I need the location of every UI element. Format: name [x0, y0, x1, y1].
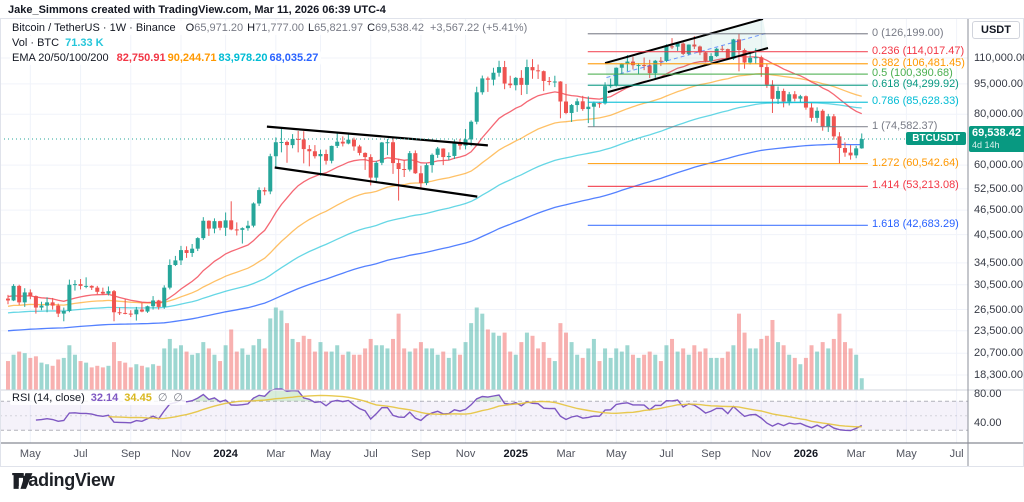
ohlc-letter: L	[308, 22, 315, 34]
last-price-tag: 69,538.42 4d 14h	[969, 126, 1024, 153]
trendline	[266, 125, 488, 147]
empty-set-icon[interactable]: ∅	[173, 392, 183, 404]
fib-label-1.272: 1.272 (60,542.64)	[872, 156, 959, 169]
time-label-Mar: Mar	[556, 448, 576, 460]
rsi-legend[interactable]: RSI (14, close) 32.14 34.45 ∅ ∅	[10, 391, 186, 405]
time-label-2024: 2024	[213, 448, 238, 460]
attribution-text: Jake_Simmons created with TradingView.co…	[8, 4, 386, 16]
time-label-Jul: Jul	[73, 448, 88, 460]
price-tick: 18,300.00	[974, 368, 1023, 381]
ohlc-letter: C	[367, 22, 376, 34]
price-tick: 46,500.00	[974, 204, 1023, 217]
rsi-value: 32.14	[90, 392, 119, 404]
price-tick: 30,500.00	[974, 278, 1023, 291]
time-label-Mar: Mar	[846, 448, 866, 460]
time-label-Nov: Nov	[171, 448, 191, 460]
time-label-Mar: Mar	[266, 448, 286, 460]
symbol-price-pill: BTCUSDT	[906, 132, 966, 146]
time-label-May: May	[605, 448, 627, 460]
time-label-May: May	[19, 448, 41, 460]
ohlc-values: O65,971.20 H71,777.00 L65,821.97 C69,538.42	[182, 21, 424, 35]
price-tick: 40,500.00	[974, 228, 1023, 241]
time-label-Nov: Nov	[751, 448, 772, 460]
price-tick: 60,000.00	[974, 159, 1023, 172]
time-label-Jul: Jul	[659, 448, 674, 460]
time-label-2025: 2025	[503, 448, 528, 460]
change-value: +3,567.22 (+5.41%)	[430, 22, 528, 34]
price-tick: 52,500.00	[974, 182, 1023, 195]
volume-bars	[6, 307, 864, 390]
ema-value-20: 82,750.91	[116, 52, 166, 64]
symbol-legend[interactable]: Bitcoin / TetherUS · 1W · Binance O65,97…	[10, 21, 531, 35]
symbol-title: Bitcoin / TetherUS · 1W · Binance	[12, 22, 176, 34]
ema-value-200: 68,035.27	[269, 52, 319, 64]
price-tick: 110,000.00	[974, 52, 1024, 64]
ema-value-100: 83,978.20	[218, 52, 268, 64]
rsi-ma-value: 34.45	[124, 392, 152, 404]
fib-label-1.414: 1.414 (53,213.08)	[872, 179, 959, 192]
time-label-Jul: Jul	[949, 448, 964, 460]
time-label-May: May	[310, 448, 331, 460]
candles	[6, 33, 864, 322]
rsi-label: RSI (14, close)	[12, 392, 85, 404]
last-price-value: 69,538.42	[972, 127, 1021, 140]
bar-countdown: 4d 14h	[972, 140, 1000, 151]
fib-label-1: 1 (74,582.37)	[872, 119, 938, 132]
ema-legend[interactable]: EMA 20/50/100/200 82,750.91 90,244.71 83,9…	[10, 51, 322, 65]
tradingview-logo-text: TradingView	[12, 470, 115, 490]
volume-legend[interactable]: Vol · BTC 71.33 K	[10, 36, 107, 50]
trendline	[274, 166, 478, 198]
rsi-ma-line	[108, 394, 862, 428]
fib-label-0: 0 (126,199.00)	[872, 26, 944, 39]
time-label-May: May	[895, 448, 917, 460]
ohlc-value: 65,971.20	[194, 22, 244, 34]
empty-set-icon[interactable]: ∅	[157, 392, 168, 404]
ema-200-line	[7, 143, 862, 332]
time-label-Sep: Sep	[120, 448, 141, 460]
fib-label-0.236: 0.236 (114,017.47)	[872, 44, 965, 57]
tradingview-logo[interactable]: TradingView	[12, 470, 115, 491]
fib-label-0.786: 0.786 (85,628.33)	[872, 95, 959, 108]
ohlc-letter: O	[185, 22, 195, 34]
volume-label: Vol · BTC	[12, 37, 60, 49]
rsi-tick: 80.00	[974, 388, 1002, 400]
time-label-2026: 2026	[793, 448, 819, 460]
price-tick: 20,700.00	[974, 347, 1023, 360]
ohlc-letter: H	[247, 22, 256, 34]
ohlc-value: 71,777.00	[255, 22, 305, 34]
ohlc-value: 69,538.42	[375, 22, 424, 34]
fib-label-0.5: 0.5 (100,390.68)	[872, 67, 953, 80]
time-label-Nov: Nov	[455, 448, 476, 460]
ema-100-line	[7, 101, 862, 314]
price-tick: 80,000.00	[974, 108, 1023, 121]
time-label-Sep: Sep	[411, 448, 431, 460]
price-tick: 95,000.00	[974, 77, 1023, 90]
fib-label-1.618: 1.618 (42,683.29)	[872, 218, 959, 231]
ema-20-line	[7, 55, 862, 304]
time-label-Sep: Sep	[701, 448, 721, 460]
rsi-tick: 40.00	[974, 417, 1002, 429]
fib-label-0.382: 0.382 (106,481.45)	[872, 56, 965, 69]
ema-values: 82,750.91 90,244.71 83,978.20 68,035.27	[115, 51, 319, 65]
ema-value-50: 90,244.71	[167, 52, 217, 64]
tradingview-logo-icon	[13, 473, 33, 489]
ohlc-value: 65,821.97	[314, 22, 364, 34]
currency-toggle[interactable]: USDT	[972, 21, 1020, 39]
price-tick: 34,500.00	[974, 256, 1023, 269]
fib-label-0.618: 0.618 (94,299.92)	[872, 78, 959, 91]
time-label-Jul: Jul	[363, 448, 378, 460]
price-tick: 23,500.00	[974, 324, 1023, 337]
price-tick: 26,500.00	[974, 303, 1023, 316]
ema-label: EMA 20/50/100/200	[12, 52, 109, 64]
volume-value: 71.33 K	[65, 37, 104, 49]
